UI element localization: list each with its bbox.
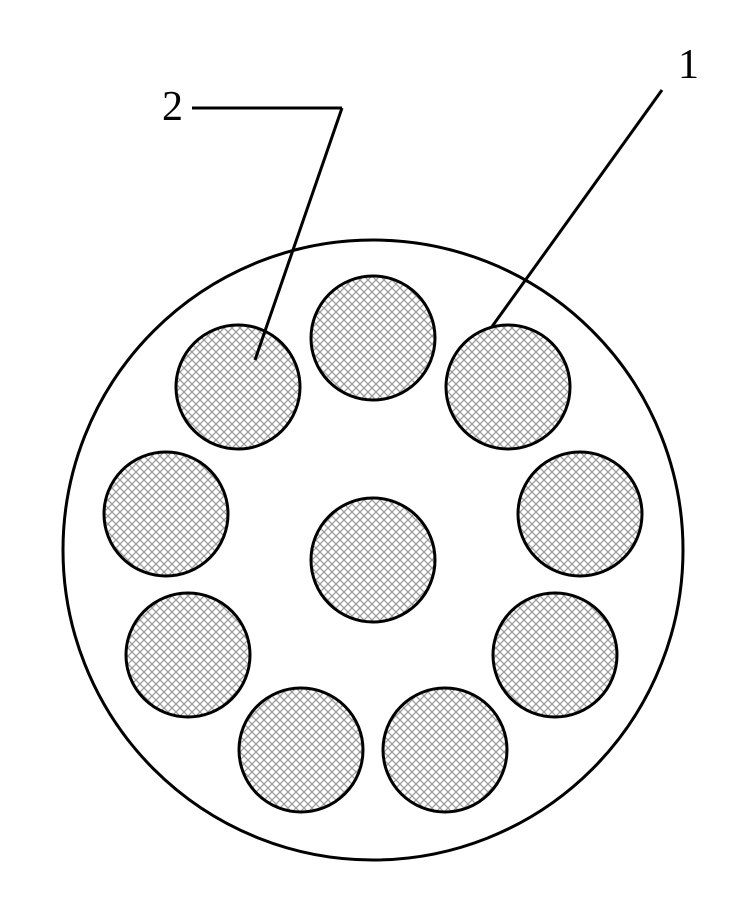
outer-dot-2 — [518, 452, 642, 576]
label-2: 2 — [162, 84, 183, 130]
outer-dot-7 — [104, 452, 228, 576]
outer-dot-3 — [493, 593, 617, 717]
label-1-leader-0 — [491, 90, 662, 328]
outer-dot-4 — [383, 688, 507, 812]
center-dot — [311, 498, 435, 622]
diagram-canvas: 12 — [0, 0, 746, 919]
label-1: 1 — [678, 42, 699, 88]
outer-dot-5 — [239, 688, 363, 812]
outer-dot-0 — [311, 276, 435, 400]
outer-dot-8 — [176, 325, 300, 449]
outer-dot-6 — [126, 593, 250, 717]
outer-dot-1 — [446, 325, 570, 449]
